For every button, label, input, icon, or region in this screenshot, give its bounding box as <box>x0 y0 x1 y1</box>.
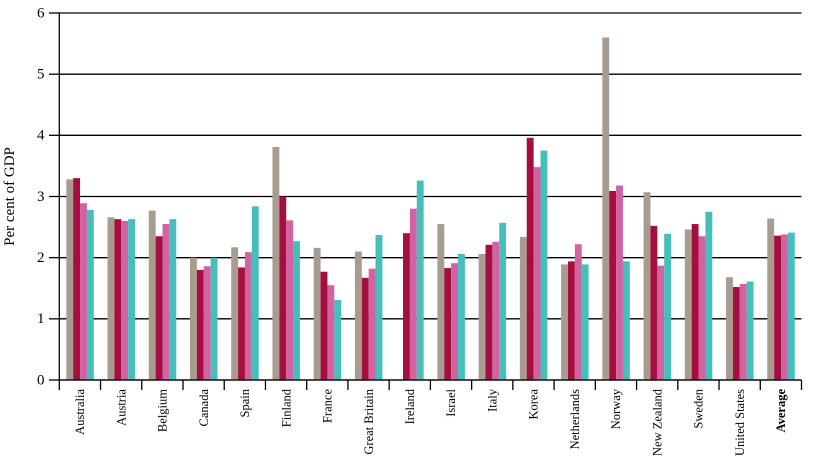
svg-text:Canada: Canada <box>197 389 211 427</box>
svg-text:5: 5 <box>37 67 45 83</box>
svg-text:1: 1 <box>37 311 45 327</box>
svg-text:Austria: Austria <box>114 389 128 426</box>
svg-text:0: 0 <box>37 372 45 388</box>
svg-text:Average: Average <box>774 389 788 433</box>
svg-text:Israel: Israel <box>444 388 458 416</box>
svg-text:Australia: Australia <box>73 389 87 435</box>
svg-text:Finland: Finland <box>279 388 293 427</box>
svg-text:Korea: Korea <box>527 389 541 420</box>
svg-text:Ireland: Ireland <box>403 388 417 424</box>
svg-text:Spain: Spain <box>238 388 252 417</box>
svg-text:Norway: Norway <box>609 388 623 429</box>
svg-text:Netherlands: Netherlands <box>568 389 582 450</box>
svg-text:Belgium: Belgium <box>156 389 170 432</box>
svg-text:4: 4 <box>37 128 45 144</box>
svg-text:Italy: Italy <box>485 388 499 412</box>
svg-text:New Zealand: New Zealand <box>650 388 664 456</box>
svg-text:2: 2 <box>37 250 45 266</box>
svg-text:6: 6 <box>37 5 45 21</box>
svg-text:Per cent of GDP: Per cent of GDP <box>2 147 18 246</box>
svg-text:United States: United States <box>733 389 747 456</box>
svg-text:Great Britain: Great Britain <box>362 388 376 454</box>
svg-text:3: 3 <box>37 189 45 205</box>
svg-text:France: France <box>321 389 335 423</box>
svg-text:Sweden: Sweden <box>692 388 706 428</box>
